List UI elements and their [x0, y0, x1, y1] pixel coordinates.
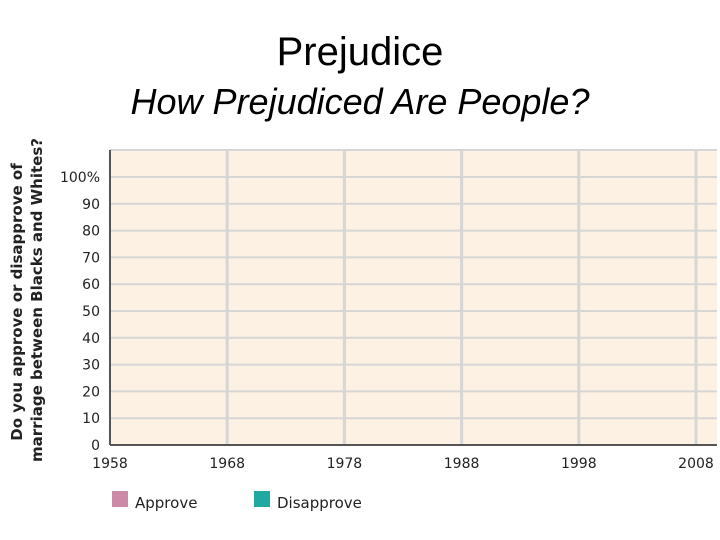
y-tick-label: 10 — [82, 411, 100, 427]
y-tick-label: 60 — [82, 277, 100, 293]
y-tick-label: 20 — [82, 384, 100, 400]
x-tick-label: 1968 — [209, 456, 245, 472]
legend-swatch — [112, 491, 128, 507]
slide-subtitle: How Prejudiced Are People? — [130, 81, 590, 122]
y-tick-label: 0 — [91, 438, 100, 454]
y-axis-label-line1: Do you approve or disapprove of — [8, 163, 26, 441]
y-tick-label: 40 — [82, 331, 100, 347]
x-tick-label: 1998 — [561, 456, 597, 472]
y-tick-label: 100% — [60, 170, 100, 186]
y-tick-label: 70 — [82, 250, 100, 266]
legend-item: Disapprove — [254, 491, 362, 512]
y-tick-label: 50 — [82, 304, 100, 320]
legend-item: Approve — [112, 491, 197, 512]
legend-swatch — [254, 491, 270, 507]
legend-label: Approve — [135, 494, 197, 512]
legend-label: Disapprove — [277, 494, 362, 512]
slide-title: Prejudice — [276, 30, 444, 74]
y-axis-label-line2: marriage between Blacks and Whites? — [28, 138, 46, 462]
x-tick-label: 2008 — [678, 456, 714, 472]
x-tick-label: 1978 — [327, 456, 363, 472]
x-tick-label: 1988 — [444, 456, 480, 472]
y-tick-label: 80 — [82, 224, 100, 240]
y-tick-label: 90 — [82, 197, 100, 213]
plot-area — [110, 150, 717, 445]
y-tick-label: 30 — [82, 358, 100, 374]
x-tick-label: 1958 — [92, 456, 128, 472]
